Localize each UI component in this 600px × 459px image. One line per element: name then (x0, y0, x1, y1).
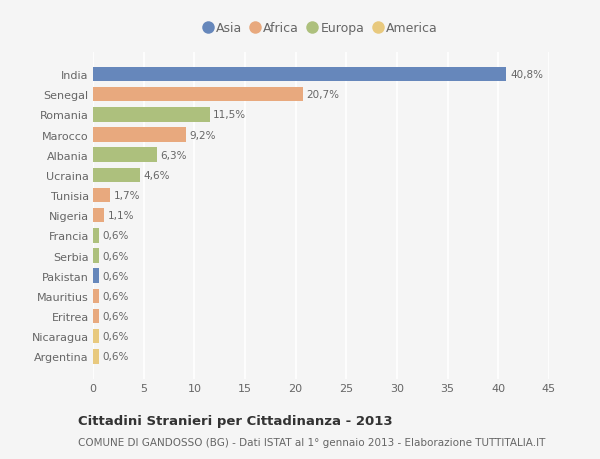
Bar (93, 249, 99, 263)
Text: 20,7%: 20,7% (307, 90, 340, 100)
Text: 0,6%: 0,6% (103, 291, 129, 301)
Text: 0,6%: 0,6% (103, 231, 129, 241)
Text: 40,8%: 40,8% (510, 70, 543, 80)
Text: 0,6%: 0,6% (103, 271, 129, 281)
Legend: Asia, Africa, Europa, America: Asia, Africa, Europa, America (202, 20, 440, 38)
Bar (93, 148, 157, 162)
Bar (93, 349, 99, 364)
Bar (93, 128, 186, 142)
Bar (93, 188, 110, 203)
Bar (93, 329, 99, 344)
Bar (93, 269, 99, 283)
Bar (93, 229, 99, 243)
Text: 0,6%: 0,6% (103, 311, 129, 321)
Text: Cittadini Stranieri per Cittadinanza - 2013: Cittadini Stranieri per Cittadinanza - 2… (78, 414, 392, 428)
Text: 1,7%: 1,7% (114, 190, 140, 201)
Bar (93, 289, 99, 303)
Bar (93, 168, 140, 183)
Bar (93, 309, 99, 324)
Bar (93, 88, 303, 102)
Bar (93, 108, 209, 123)
Text: 1,1%: 1,1% (107, 211, 134, 221)
Text: 0,6%: 0,6% (103, 352, 129, 362)
Bar (93, 67, 506, 82)
Text: COMUNE DI GANDOSSO (BG) - Dati ISTAT al 1° gennaio 2013 - Elaborazione TUTTITALI: COMUNE DI GANDOSSO (BG) - Dati ISTAT al … (78, 437, 545, 447)
Text: 6,3%: 6,3% (160, 151, 187, 160)
Text: 0,6%: 0,6% (103, 251, 129, 261)
Text: 9,2%: 9,2% (190, 130, 216, 140)
Bar (93, 208, 104, 223)
Text: 0,6%: 0,6% (103, 331, 129, 341)
Text: 11,5%: 11,5% (213, 110, 246, 120)
Text: 4,6%: 4,6% (143, 170, 170, 180)
